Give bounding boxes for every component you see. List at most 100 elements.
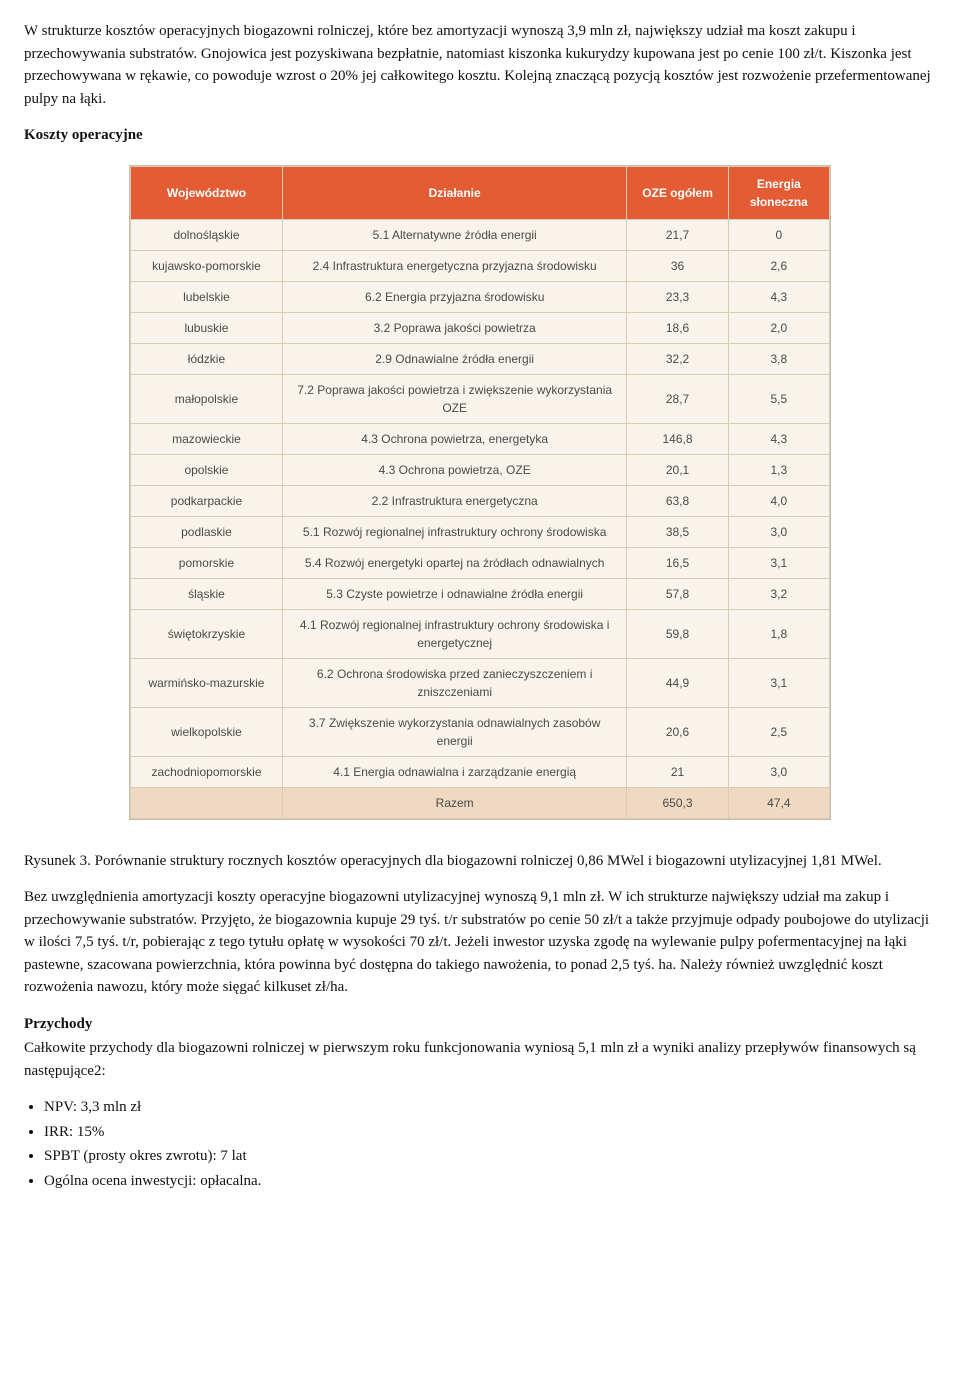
bullet-list: NPV: 3,3 mln złIRR: 15%SPBT (prosty okre…	[24, 1096, 936, 1192]
table-cell: 6.2 Ochrona środowiska przed zanieczyszc…	[282, 658, 626, 707]
table-cell: 3,1	[728, 547, 829, 578]
table-cell: kujawsko-pomorskie	[131, 250, 283, 281]
paragraph-revenue: Całkowite przychody dla biogazowni rolni…	[24, 1037, 936, 1082]
table-body: dolnośląskie5.1 Alternatywne źródła ener…	[131, 219, 830, 818]
table-cell: 20,1	[627, 454, 728, 485]
table-cell: 4.1 Energia odnawialna i zarządzanie ene…	[282, 756, 626, 787]
oze-table: Województwo Działanie OZE ogółem Energia…	[130, 166, 830, 819]
table-cell: wielkopolskie	[131, 707, 283, 756]
paragraph-utyl: Bez uwzględnienia amortyzacji koszty ope…	[24, 886, 936, 999]
table-row: mazowieckie4.3 Ochrona powietrza, energe…	[131, 423, 830, 454]
table-cell: 2,0	[728, 312, 829, 343]
table-cell: 2,6	[728, 250, 829, 281]
table-row: małopolskie7.2 Poprawa jakości powietrza…	[131, 374, 830, 423]
table-row: śląskie5.3 Czyste powietrze i odnawialne…	[131, 578, 830, 609]
table-cell: 2.9 Odnawialne źródła energii	[282, 343, 626, 374]
table-row: lubuskie3.2 Poprawa jakości powietrza18,…	[131, 312, 830, 343]
table-row: podlaskie5.1 Rozwój regionalnej infrastr…	[131, 516, 830, 547]
table-row: opolskie4.3 Ochrona powietrza, OZE20,11,…	[131, 454, 830, 485]
table-cell: 4.1 Rozwój regionalnej infrastruktury oc…	[282, 609, 626, 658]
table-total-cell: 650,3	[627, 787, 728, 818]
table-cell: 3,1	[728, 658, 829, 707]
table-cell: 28,7	[627, 374, 728, 423]
table-cell: łódzkie	[131, 343, 283, 374]
table-cell: 36	[627, 250, 728, 281]
table-cell: warmińsko-mazurskie	[131, 658, 283, 707]
table-header-row: Województwo Działanie OZE ogółem Energia…	[131, 166, 830, 219]
heading-costs: Koszty operacyjne	[24, 124, 936, 147]
table-row: podkarpackie2.2 Infrastruktura energetyc…	[131, 485, 830, 516]
paragraph-intro: W strukturze kosztów operacyjnych biogaz…	[24, 20, 936, 110]
table-cell: opolskie	[131, 454, 283, 485]
table-cell: śląskie	[131, 578, 283, 609]
figure-caption: Rysunek 3. Porównanie struktury rocznych…	[24, 850, 936, 873]
table-total-cell: Razem	[282, 787, 626, 818]
table-cell: 1,3	[728, 454, 829, 485]
table-total-cell	[131, 787, 283, 818]
table-cell: 4,0	[728, 485, 829, 516]
table-cell: 3,0	[728, 516, 829, 547]
table-cell: podlaskie	[131, 516, 283, 547]
table-row: kujawsko-pomorskie2.4 Infrastruktura ene…	[131, 250, 830, 281]
table-cell: 3.2 Poprawa jakości powietrza	[282, 312, 626, 343]
heading-revenue: Przychody	[24, 1013, 936, 1036]
table-cell: 4,3	[728, 281, 829, 312]
table-cell: lubelskie	[131, 281, 283, 312]
table-cell: 63,8	[627, 485, 728, 516]
table-cell: 18,6	[627, 312, 728, 343]
table-cell: zachodniopomorskie	[131, 756, 283, 787]
table-cell: małopolskie	[131, 374, 283, 423]
table-row: pomorskie5.4 Rozwój energetyki opartej n…	[131, 547, 830, 578]
table-cell: 5.4 Rozwój energetyki opartej na źródłac…	[282, 547, 626, 578]
table-row: zachodniopomorskie4.1 Energia odnawialna…	[131, 756, 830, 787]
table-row: dolnośląskie5.1 Alternatywne źródła ener…	[131, 219, 830, 250]
table-cell: 3.7 Zwiększenie wykorzystania odnawialny…	[282, 707, 626, 756]
table-cell: 3,2	[728, 578, 829, 609]
table-cell: 1,8	[728, 609, 829, 658]
table-row: lubelskie6.2 Energia przyjazna środowisk…	[131, 281, 830, 312]
table-cell: 5.3 Czyste powietrze i odnawialne źródła…	[282, 578, 626, 609]
table-cell: lubuskie	[131, 312, 283, 343]
table-total-row: Razem650,347,4	[131, 787, 830, 818]
table-row: wielkopolskie3.7 Zwiększenie wykorzystan…	[131, 707, 830, 756]
table-row: warmińsko-mazurskie6.2 Ochrona środowisk…	[131, 658, 830, 707]
table-cell: 5,5	[728, 374, 829, 423]
table-total-cell: 47,4	[728, 787, 829, 818]
table-cell: świętokrzyskie	[131, 609, 283, 658]
table-cell: 16,5	[627, 547, 728, 578]
table-cell: 2.2 Infrastruktura energetyczna	[282, 485, 626, 516]
th-energia-sloneczna: Energia słoneczna	[728, 166, 829, 219]
table-cell: 4,3	[728, 423, 829, 454]
table-cell: 3,0	[728, 756, 829, 787]
table-cell: 4.3 Ochrona powietrza, energetyka	[282, 423, 626, 454]
table-cell: 7.2 Poprawa jakości powietrza i zwiększe…	[282, 374, 626, 423]
table-row: łódzkie2.9 Odnawialne źródła energii32,2…	[131, 343, 830, 374]
table-cell: 38,5	[627, 516, 728, 547]
list-item: NPV: 3,3 mln zł	[44, 1096, 936, 1119]
table-cell: 44,9	[627, 658, 728, 707]
th-wojewodztwo: Województwo	[131, 166, 283, 219]
table-cell: podkarpackie	[131, 485, 283, 516]
table-cell: 3,8	[728, 343, 829, 374]
table-cell: pomorskie	[131, 547, 283, 578]
table-cell: 23,3	[627, 281, 728, 312]
table-cell: 21	[627, 756, 728, 787]
table-cell: 6.2 Energia przyjazna środowisku	[282, 281, 626, 312]
table-cell: mazowieckie	[131, 423, 283, 454]
list-item: IRR: 15%	[44, 1121, 936, 1144]
table-cell: 5.1 Rozwój regionalnej infrastruktury oc…	[282, 516, 626, 547]
table-cell: 21,7	[627, 219, 728, 250]
table-cell: 2.4 Infrastruktura energetyczna przyjazn…	[282, 250, 626, 281]
table-cell: 20,6	[627, 707, 728, 756]
table-cell: 2,5	[728, 707, 829, 756]
th-oze-ogolem: OZE ogółem	[627, 166, 728, 219]
th-dzialanie: Działanie	[282, 166, 626, 219]
table-cell: 146,8	[627, 423, 728, 454]
oze-table-container: Województwo Działanie OZE ogółem Energia…	[129, 165, 831, 820]
table-cell: 59,8	[627, 609, 728, 658]
table-cell: 57,8	[627, 578, 728, 609]
list-item: SPBT (prosty okres zwrotu): 7 lat	[44, 1145, 936, 1168]
table-cell: 32,2	[627, 343, 728, 374]
table-cell: dolnośląskie	[131, 219, 283, 250]
table-cell: 5.1 Alternatywne źródła energii	[282, 219, 626, 250]
